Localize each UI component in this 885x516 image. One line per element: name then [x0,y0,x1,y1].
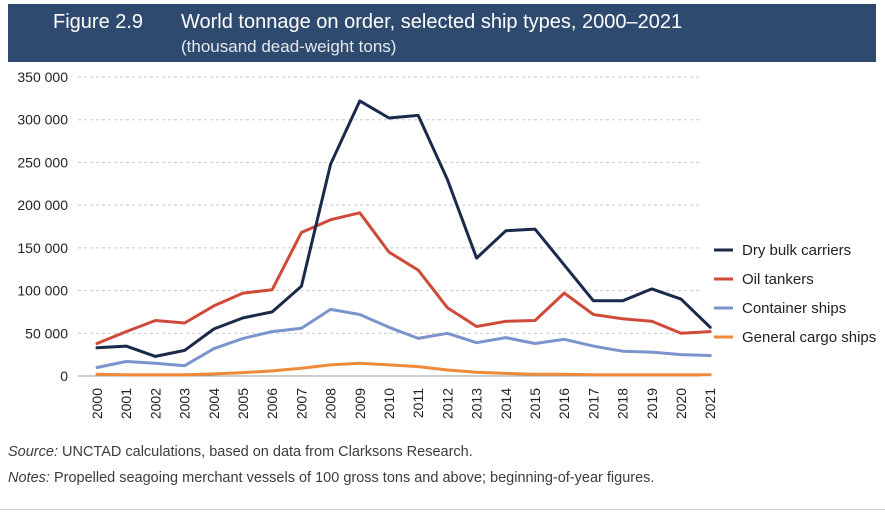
x-tick-label: 2011 [410,388,426,418]
x-tick-label: 2013 [469,388,485,419]
legend-label: Oil tankers [742,271,814,288]
y-tick-label: 250 000 [17,154,68,170]
x-tick-label: 2003 [177,388,193,419]
x-tick-label: 2017 [585,388,601,419]
x-tick-label: 2012 [439,388,455,419]
x-tick-label: 2018 [615,388,631,419]
x-tick-label: 2019 [644,388,660,419]
y-tick-label: 150 000 [17,240,68,256]
x-tick-label: 2014 [498,388,514,419]
y-tick-label: 100 000 [17,283,68,299]
x-tick-label: 2015 [527,388,543,419]
x-tick-label: 2000 [89,388,105,419]
series-line [95,307,712,369]
notes-lead: Notes: [8,470,50,486]
source-text: UNCTAD calculations, based on data from … [57,444,473,460]
series-line [95,361,712,377]
series-line [95,211,712,345]
x-tick-label: 2002 [147,388,163,419]
y-tick-label: 350 000 [17,69,68,85]
y-tick-label: 300 000 [17,112,68,128]
x-tick-label: 2008 [323,388,339,419]
notes-note: Notes: Propelled seagoing merchant vesse… [8,470,654,486]
notes-text: Propelled seagoing merchant vessels of 1… [49,470,655,486]
series-line [95,99,712,358]
y-tick-label: 50 000 [25,325,68,341]
x-tick-label: 2007 [293,388,309,419]
figure-header: Figure 2.9 World tonnage on order, selec… [8,4,876,62]
x-tick-label: 2020 [673,388,689,419]
x-tick-label: 2009 [352,388,368,419]
x-tick-label: 2004 [206,388,222,419]
chart-title: World tonnage on order, selected ship ty… [181,11,683,33]
legend-label: General cargo ships [742,329,876,346]
y-tick-label: 0 [60,368,68,384]
bottom-divider [0,509,885,510]
source-lead: Source: [8,444,58,460]
x-tick-label: 2006 [264,388,280,419]
x-tick-label: 2016 [556,388,572,419]
x-tick-label: 2010 [381,388,397,419]
source-note: Source: UNCTAD calculations, based on da… [8,444,473,460]
line-chart: 0 50 000 100 000 150 000 200 000 250 000 300 0… [17,69,876,419]
x-tick-label: 2001 [118,388,134,419]
x-tick-label: 2021 [702,388,718,419]
chart-subtitle: (thousand dead-weight tons) [181,37,397,56]
y-tick-label: 200 000 [17,197,68,213]
legend-label: Dry bulk carriers [742,242,851,259]
legend-label: Container ships [742,300,846,317]
x-tick-label: 2005 [235,388,251,419]
figure-label: Figure 2.9 [53,11,144,33]
